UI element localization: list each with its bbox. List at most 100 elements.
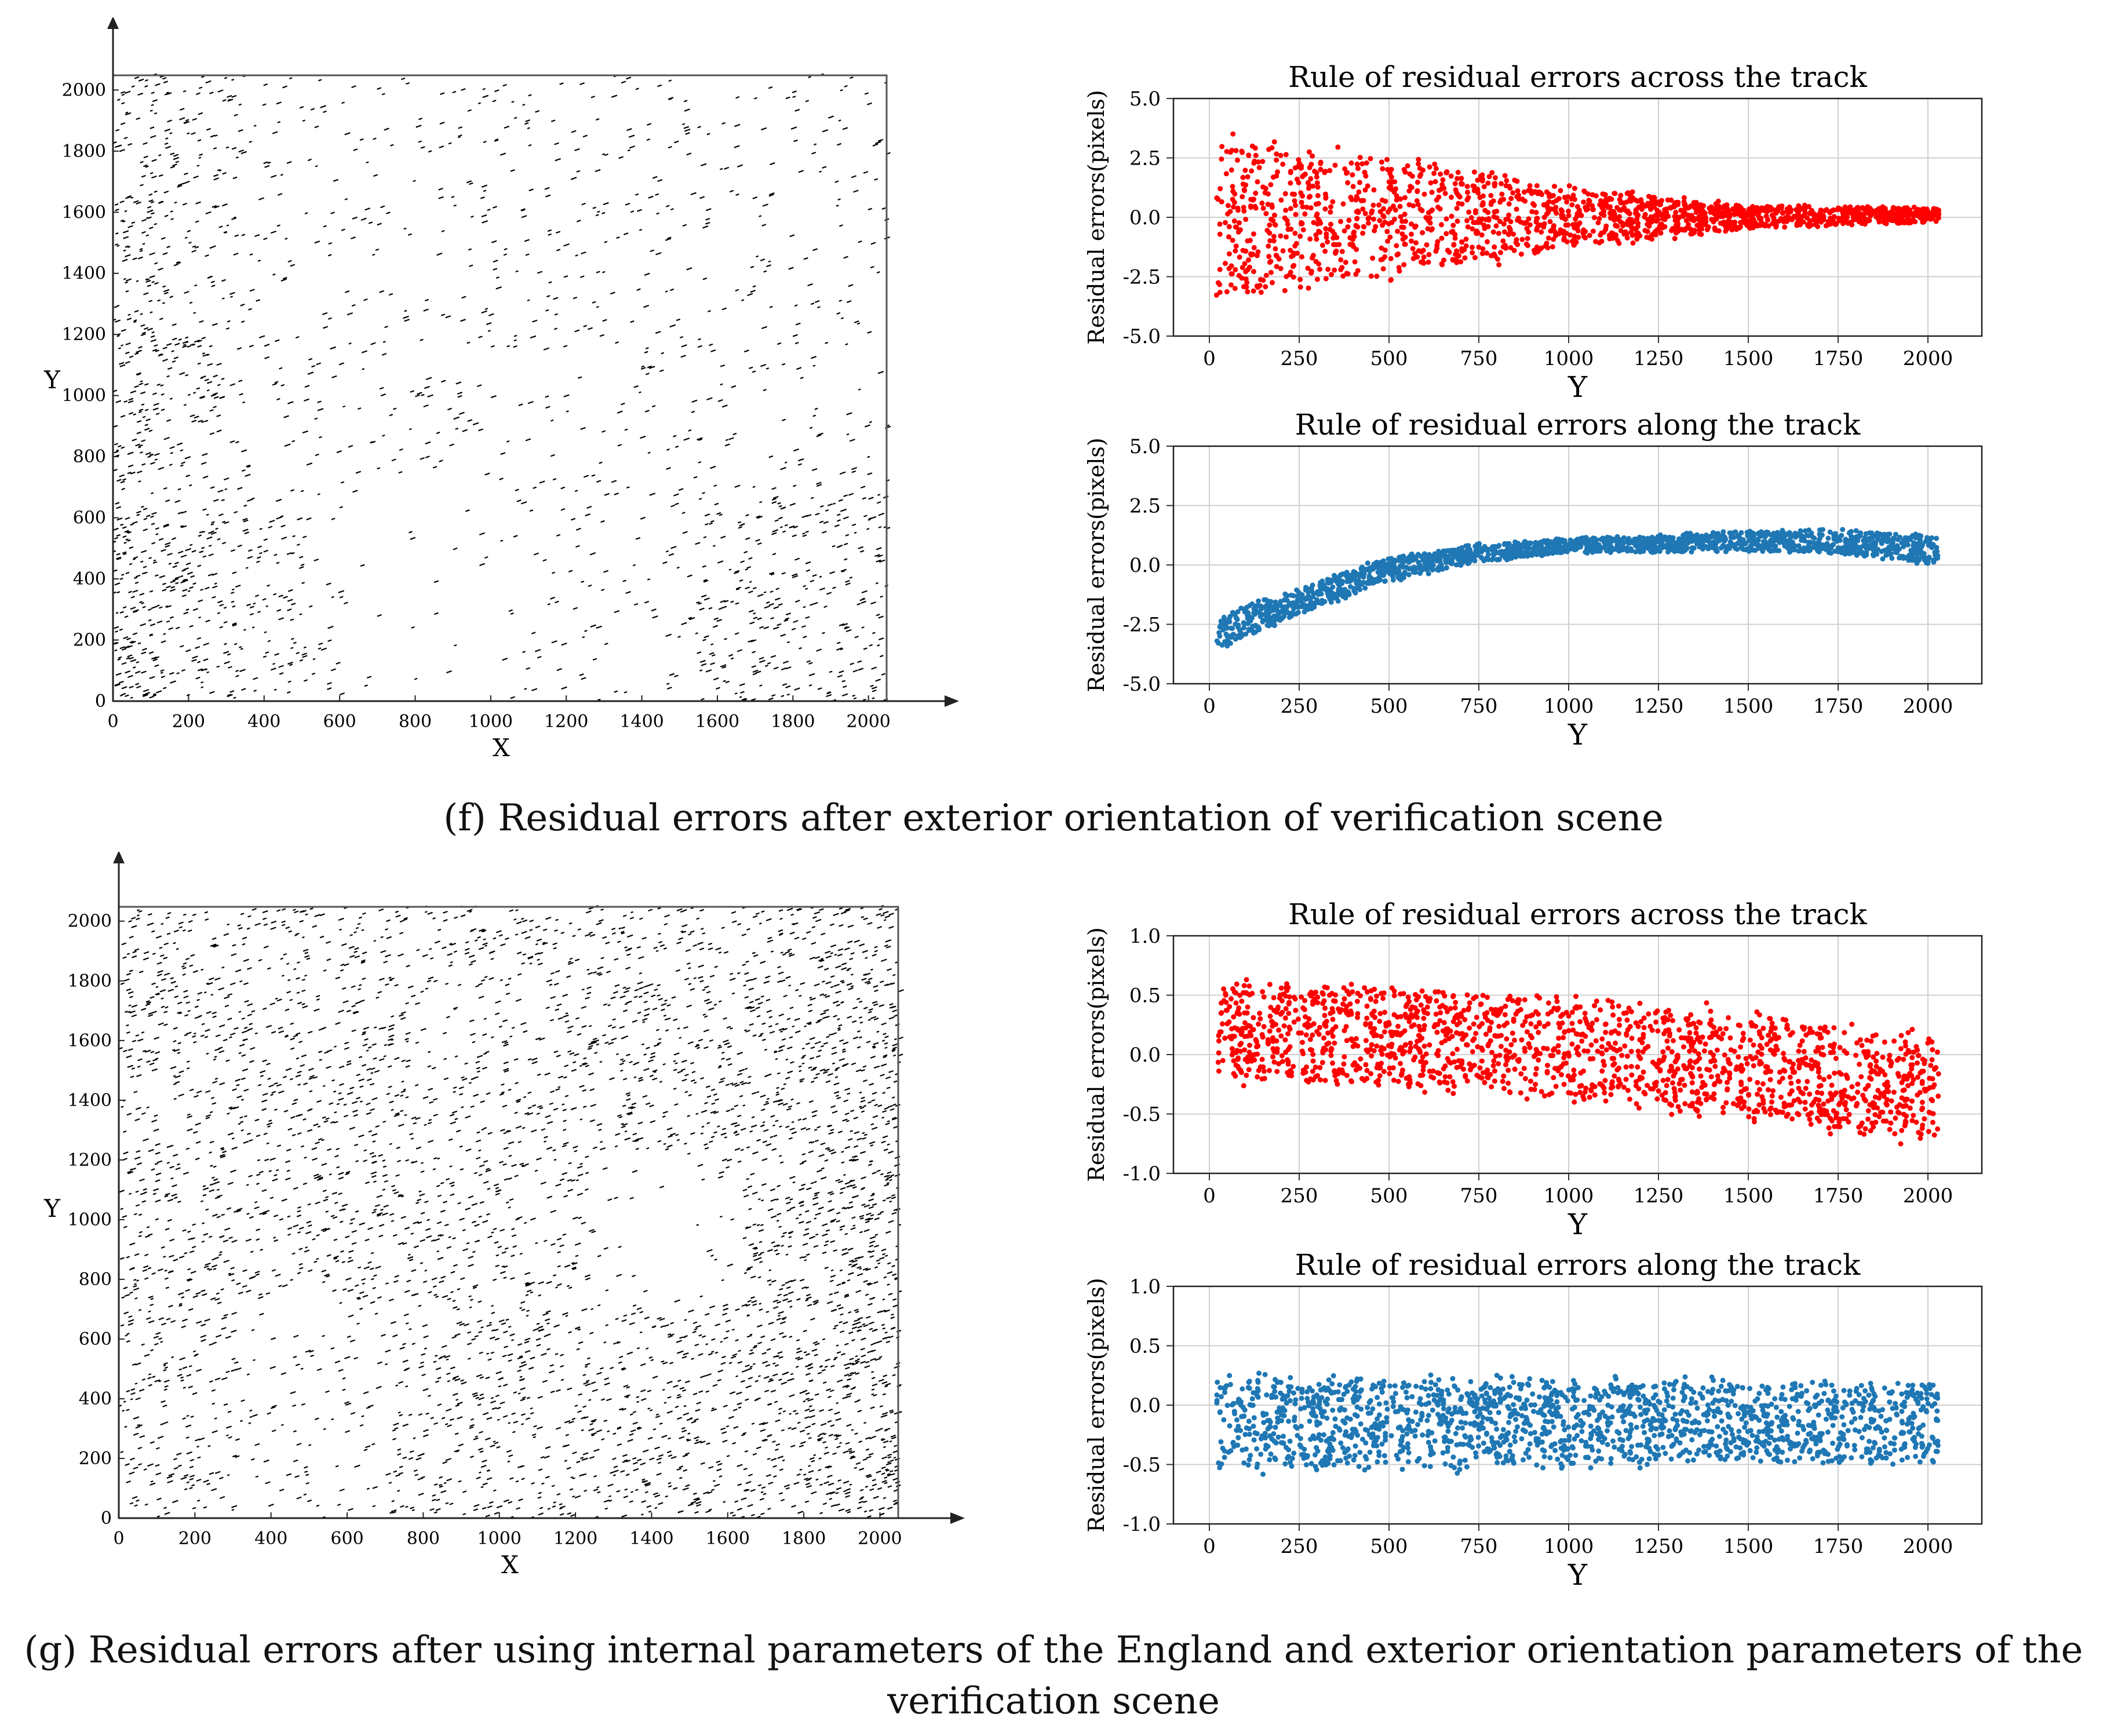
scatter-point bbox=[1820, 545, 1825, 551]
scatter-point bbox=[1427, 164, 1432, 170]
scatter-point bbox=[1715, 198, 1721, 204]
scatter-point bbox=[1836, 535, 1842, 541]
scatter-point bbox=[1318, 579, 1324, 585]
scatter-point bbox=[1292, 198, 1297, 204]
scatter-point bbox=[1336, 576, 1342, 582]
scatter-point bbox=[1427, 1042, 1432, 1048]
scatter-point bbox=[1330, 1016, 1336, 1022]
scatter-point bbox=[1674, 199, 1679, 205]
scatter-point bbox=[1315, 184, 1321, 190]
scatter-point bbox=[1234, 981, 1240, 987]
scatter-point bbox=[1475, 177, 1481, 183]
scatter-point bbox=[1660, 545, 1665, 550]
scatter-point bbox=[1503, 243, 1508, 249]
scatter-point bbox=[1909, 1066, 1915, 1072]
scatter-point bbox=[1267, 230, 1273, 236]
scatter-point bbox=[1223, 261, 1228, 267]
scatter-point bbox=[1310, 1058, 1316, 1064]
scatter-point bbox=[1417, 562, 1423, 568]
scatter-point bbox=[1391, 189, 1397, 195]
scatter-point bbox=[1225, 211, 1231, 217]
scatter-point bbox=[1299, 254, 1304, 260]
scatter-point bbox=[1383, 564, 1389, 569]
y-tick-label: 0.0 bbox=[1129, 206, 1161, 229]
scatter-point bbox=[1398, 1014, 1404, 1019]
scatter-point bbox=[1612, 1061, 1617, 1067]
chart-title: Rule of residual errors across the track bbox=[1288, 898, 1867, 931]
plot-frame bbox=[1172, 97, 1983, 337]
scatter-point bbox=[1231, 204, 1236, 210]
scatter-point bbox=[1816, 1097, 1822, 1103]
scatter-point bbox=[1499, 191, 1505, 197]
scatter-point bbox=[1299, 1048, 1305, 1054]
scatter-point bbox=[1443, 170, 1449, 176]
scatter-point bbox=[1497, 218, 1503, 224]
scatter-point bbox=[1916, 549, 1922, 555]
scatter-point bbox=[1459, 176, 1464, 181]
scatter-point bbox=[1261, 994, 1267, 1000]
scatter-point bbox=[1660, 1049, 1666, 1055]
scatter-point bbox=[1426, 251, 1432, 257]
scatter-point bbox=[1271, 607, 1277, 613]
scatter-point bbox=[1501, 1086, 1507, 1091]
scatter-point bbox=[1693, 1030, 1699, 1036]
scatter-point bbox=[1746, 1114, 1752, 1119]
scatter-point bbox=[1501, 541, 1507, 547]
scatter-point bbox=[1484, 1074, 1490, 1080]
scatter-point bbox=[1499, 549, 1505, 555]
scatter-point bbox=[1657, 200, 1663, 206]
scatter-point bbox=[1339, 265, 1345, 271]
scatter-point bbox=[1306, 603, 1312, 609]
scatter-point bbox=[1757, 1086, 1762, 1092]
scatter-point bbox=[1265, 191, 1271, 197]
scatter-point bbox=[1755, 1079, 1760, 1085]
scatter-point bbox=[1859, 1042, 1865, 1048]
scatter-point bbox=[1744, 1061, 1750, 1067]
scatter-point bbox=[1497, 1052, 1503, 1058]
scatter-point bbox=[1641, 1069, 1646, 1075]
vector-field-marks bbox=[119, 905, 904, 1519]
scatter-point bbox=[1649, 219, 1654, 225]
y-tick-label: 2000 bbox=[68, 911, 112, 932]
scatter-point bbox=[1533, 1024, 1539, 1030]
scatter-point bbox=[1758, 216, 1764, 221]
scatter-point bbox=[1415, 180, 1420, 185]
scatter-point bbox=[1699, 533, 1705, 539]
scatter-point bbox=[1263, 272, 1269, 278]
scatter-point bbox=[1400, 1067, 1405, 1073]
scatter-point bbox=[1682, 536, 1688, 542]
scatter-point bbox=[1379, 159, 1384, 165]
scatter-point bbox=[1405, 163, 1410, 169]
scatter-point bbox=[1536, 1057, 1541, 1063]
scatter-point bbox=[1892, 1131, 1898, 1137]
scatter-point bbox=[1442, 1038, 1448, 1044]
scatter-point bbox=[1541, 214, 1547, 220]
scatter-point bbox=[1915, 1074, 1920, 1080]
scatter-point bbox=[1346, 592, 1352, 597]
x-axis-arrowhead bbox=[950, 1512, 965, 1524]
y-tick-label: 400 bbox=[73, 569, 106, 589]
scatter-point bbox=[1580, 1031, 1585, 1037]
scatter-point bbox=[1715, 212, 1720, 218]
scatter-point bbox=[1768, 1112, 1773, 1117]
scatter-point bbox=[1291, 600, 1296, 606]
scatter-point bbox=[1484, 546, 1490, 552]
scatter-point bbox=[1561, 1035, 1566, 1041]
scatter-point bbox=[1818, 207, 1824, 213]
scatter-point bbox=[1847, 210, 1853, 216]
scatter-point bbox=[1902, 555, 1908, 560]
scatter-point bbox=[1532, 1086, 1537, 1092]
scatter-point bbox=[1782, 1068, 1788, 1074]
scatter-point bbox=[1354, 216, 1360, 221]
scatter-point bbox=[1481, 222, 1486, 228]
scatter-point bbox=[1757, 1042, 1763, 1048]
scatter-point bbox=[1886, 1089, 1891, 1095]
scatter-point bbox=[1524, 548, 1530, 553]
scatter-point bbox=[1922, 218, 1927, 224]
scatter-point bbox=[1616, 240, 1622, 246]
scatter-point bbox=[1586, 1025, 1592, 1031]
scatter-point bbox=[1362, 985, 1368, 991]
scatter-point bbox=[1564, 199, 1570, 205]
scatter-point bbox=[1756, 1102, 1762, 1108]
scatter-point bbox=[1302, 609, 1307, 615]
